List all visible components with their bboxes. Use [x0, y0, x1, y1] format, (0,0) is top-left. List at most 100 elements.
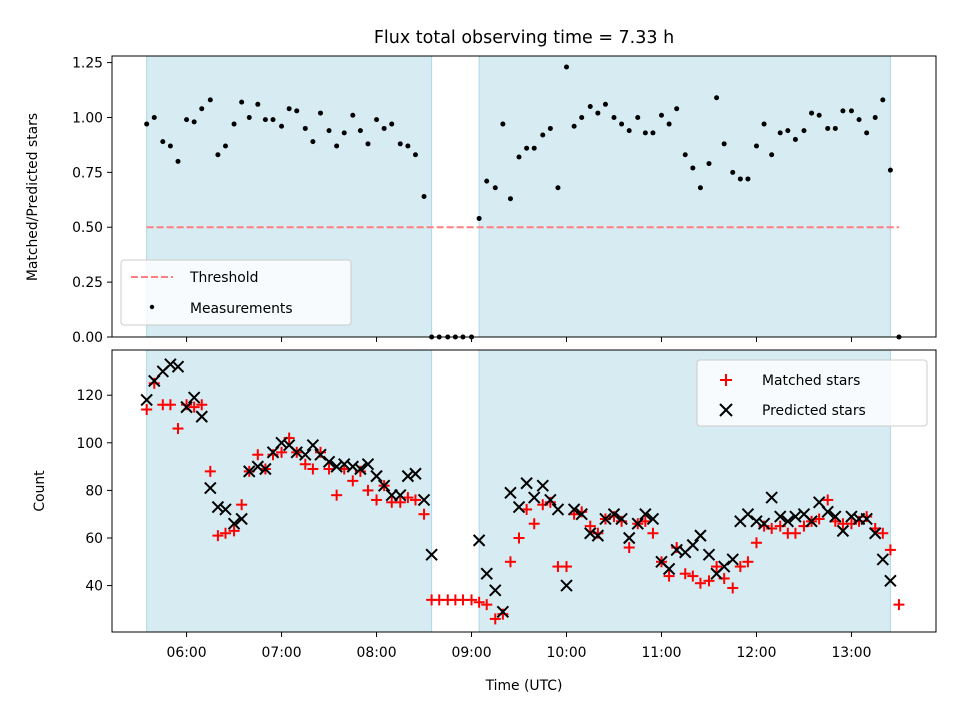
x-stroke-b — [615, 512, 628, 526]
x-tick-label: 08:00 — [357, 645, 397, 661]
y-tick-label: 1.00 — [72, 110, 103, 126]
measurement-point — [476, 215, 482, 221]
x-stroke-b — [869, 527, 882, 540]
measurement-point — [231, 121, 237, 127]
x-stroke-b — [180, 400, 193, 414]
x-stroke-b — [496, 605, 510, 618]
measurement-point — [619, 121, 625, 127]
ratio-panel-frame — [111, 55, 937, 338]
x-tick-label: 07:00 — [262, 645, 302, 661]
predicted-star-point — [639, 507, 652, 521]
measurement-point — [682, 152, 688, 158]
measurement-point — [350, 112, 356, 118]
measurement-point — [500, 121, 506, 127]
x-tick-label: 11:00 — [641, 645, 681, 661]
measurement-point — [832, 125, 838, 131]
measurement-point — [160, 139, 166, 145]
y-tick-label: 60 — [85, 531, 103, 547]
x-tick-label: 13:00 — [831, 645, 871, 661]
x-stroke-b — [655, 555, 668, 569]
matched-star-point — [141, 403, 153, 415]
matched-star-point — [481, 599, 493, 611]
x-stroke-b — [243, 465, 256, 478]
x-stroke-b — [512, 500, 526, 514]
x-stroke-b — [394, 488, 407, 502]
matched-star-point — [347, 475, 359, 487]
matched-star-point — [561, 561, 573, 573]
predicted-star-point — [235, 512, 248, 526]
predicted-star-point — [528, 491, 541, 504]
matched-star-point — [196, 399, 208, 411]
measurement-point — [365, 141, 371, 147]
x-stroke-b — [750, 515, 763, 528]
ratio-x-ticks — [186, 337, 852, 342]
predicted-star-point — [781, 515, 795, 528]
x-stroke-b — [829, 510, 842, 523]
matched-star-point — [371, 494, 383, 506]
predicted-star-point — [361, 458, 375, 471]
measurement-point — [381, 125, 387, 131]
measurement-point — [547, 125, 553, 131]
x-stroke-b — [694, 529, 707, 542]
x-stroke-b — [164, 358, 177, 371]
matched-star-point — [402, 492, 414, 504]
x-stroke-b — [686, 538, 700, 552]
predicted-star-point — [259, 462, 272, 476]
measurement-point — [825, 125, 831, 131]
y-tick-label: 0.25 — [72, 275, 103, 291]
x-stroke-b — [845, 510, 858, 523]
measurement-point — [326, 128, 332, 134]
x-stroke-b — [354, 462, 367, 476]
x-stroke-b — [377, 479, 391, 492]
predicted-star-point — [180, 400, 193, 414]
measurement-point — [246, 114, 252, 120]
x-stroke-b — [204, 481, 217, 495]
matched-star-point — [164, 399, 176, 411]
x-stroke-b — [639, 507, 652, 521]
matched-star-point — [418, 508, 430, 520]
x-stroke-b — [306, 438, 320, 452]
y-tick-label: 0.50 — [72, 220, 103, 236]
measurement-point — [207, 97, 213, 103]
predicted-star-point — [504, 486, 517, 499]
measurement-point — [294, 108, 300, 114]
y-tick-label: 100 — [76, 436, 103, 452]
predicted-star-point — [219, 503, 232, 516]
predicted-star-point — [330, 460, 343, 473]
matched-star-point — [623, 542, 635, 554]
measurement-point — [310, 139, 316, 145]
matched-star-point — [877, 527, 889, 539]
measurement-point — [151, 114, 157, 120]
x-stroke-b — [409, 467, 422, 480]
measurement-point — [270, 117, 276, 123]
matched-star-point — [742, 556, 754, 568]
predicted-star-point — [187, 391, 201, 404]
predicted-star-point — [204, 481, 217, 495]
x-axis-label: Time (UTC) — [485, 678, 563, 694]
measurement-point — [555, 185, 561, 191]
count-legend: Matched stars Predicted stars — [696, 359, 928, 427]
measurement-point — [777, 130, 783, 136]
measurement-point — [421, 194, 427, 199]
matched-star-point — [789, 527, 801, 539]
count-x-axis: 06:00 07:00 08:00 09:00 10:00 11:00 12:00 13:00 — [167, 632, 871, 661]
x-stroke-b — [551, 503, 565, 516]
measurement-point — [595, 110, 601, 116]
x-stroke-b — [361, 458, 375, 471]
x-stroke-b — [860, 512, 873, 526]
x-stroke-b — [489, 584, 502, 597]
x-stroke-b — [821, 505, 834, 519]
matched-star-point — [394, 496, 406, 508]
matched-star-point — [276, 446, 288, 458]
x-stroke-b — [575, 507, 588, 521]
x-stroke-b — [346, 460, 359, 473]
predicted-star-point — [425, 548, 438, 561]
measurement-point — [571, 123, 577, 129]
measurement-point — [745, 176, 751, 182]
ratio-legend: Threshold Measurements — [120, 259, 352, 326]
x-stroke-b — [757, 517, 771, 530]
count-y-axis: 40 60 80 100 120 — [76, 388, 112, 595]
predicted-star-point — [599, 512, 612, 526]
x-stroke-b — [646, 512, 660, 526]
